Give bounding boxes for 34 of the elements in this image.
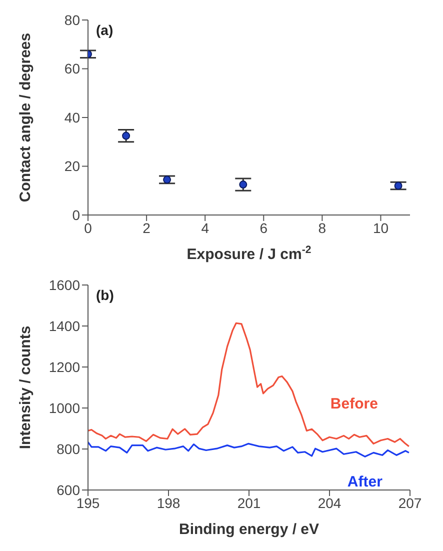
x-axis-title: Binding energy / eV bbox=[178, 521, 320, 538]
annotation: (b) bbox=[96, 287, 114, 303]
y-tick-label: 1600 bbox=[48, 276, 80, 293]
y-axis-title: Contact angle / degrees bbox=[17, 32, 34, 202]
y-tick-label: 1000 bbox=[48, 400, 80, 416]
y-tick-label: 1400 bbox=[48, 318, 80, 334]
point bbox=[239, 180, 248, 189]
y-tick-label: 20 bbox=[64, 158, 80, 174]
y-tick-label: 40 bbox=[64, 109, 80, 126]
x-tick-label: 0 bbox=[84, 220, 92, 236]
x-tick-label: 2 bbox=[142, 220, 151, 236]
y-tick-label: 1200 bbox=[48, 358, 80, 375]
y-tick-label: 800 bbox=[56, 440, 80, 457]
x-tick-label: 204 bbox=[318, 494, 342, 511]
annotation: (a) bbox=[96, 22, 114, 38]
line-series bbox=[88, 441, 410, 458]
y-axis-title: Intensity / counts bbox=[17, 326, 34, 450]
x-tick-label: 6 bbox=[260, 220, 268, 236]
x-tick-label: 10 bbox=[372, 220, 389, 236]
x-tick-label: 198 bbox=[156, 494, 180, 511]
point bbox=[163, 176, 172, 184]
x-tick-label: 207 bbox=[398, 494, 422, 511]
y-tick-label: 0 bbox=[72, 206, 80, 223]
x-tick-label: 4 bbox=[201, 220, 210, 236]
line-series bbox=[88, 322, 410, 448]
point bbox=[122, 132, 130, 140]
x-axis-title: Exposure / J cm$^{-2}$ bbox=[186, 244, 312, 263]
series-label: Before bbox=[330, 396, 378, 413]
point bbox=[394, 182, 402, 190]
y-tick-label: 80 bbox=[64, 12, 80, 28]
x-tick-label: 8 bbox=[318, 220, 326, 236]
y-tick-label: 60 bbox=[64, 60, 80, 77]
series-label: After bbox=[347, 474, 383, 491]
x-tick-label: 201 bbox=[237, 494, 261, 511]
